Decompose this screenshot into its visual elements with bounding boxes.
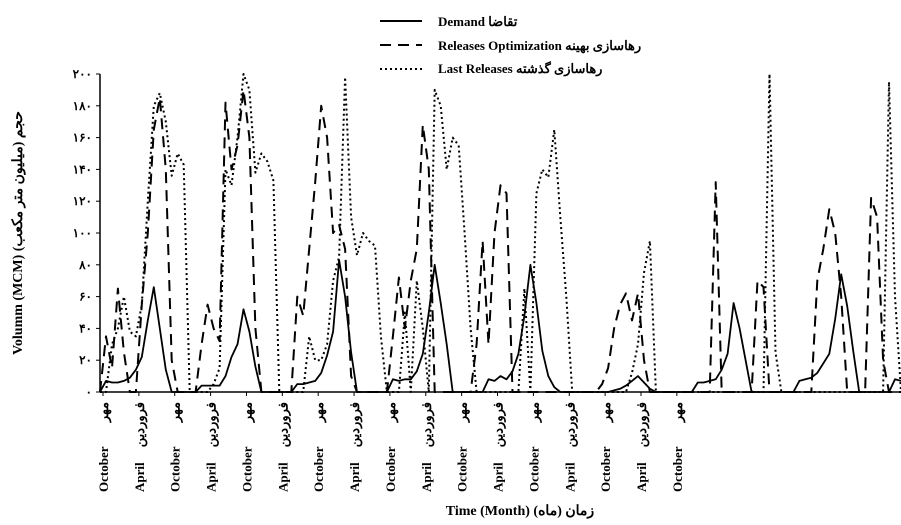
x-tick-label-en: April [562,462,577,492]
x-tick-label-fa: فروردین [275,402,291,447]
x-tick-label-fa: مهر [455,402,471,423]
series-line-demand [99,259,901,393]
x-tick-label-fa: مهر [96,402,112,423]
x-tick-label-en: October [239,446,254,492]
x-tick-label-en: October [526,446,541,492]
x-tick-label-en: October [670,446,685,492]
legend-demand-label: Demand تقاضا [438,14,518,29]
x-tick-label-en: April [347,462,362,492]
x-tick-label-en: October [383,446,398,492]
y-tick-label: ۰ [86,385,92,399]
series-lines [99,73,901,393]
x-tick-label-fa: فروردین [634,402,650,447]
series-line-releases-optimization [99,88,901,393]
x-tick-label-en: October [598,446,613,492]
x-tick-label-fa: مهر [311,402,327,423]
x-tick-label-fa: فروردین [347,402,363,447]
legend-last-releases-label: Last Releases رهاسازی گذشته [438,60,602,77]
x-tick-label-en: April [634,462,649,492]
y-tick-label: ۱۸۰ [73,99,92,113]
y-tick-label: ۱۰۰ [73,226,92,240]
y-tick-label: ۱۶۰ [73,131,92,145]
x-tick-label-fa: فروردین [491,402,507,447]
y-ticks: ۰ ۲۰ ۴۰ ۶۰ ۸۰ ۱۰۰ ۱۲۰ ۱۴۰ ۱۶۰ ۱۸۰ ۲۰۰ [73,67,100,399]
x-tick-label-fa: فروردین [132,402,148,447]
x-tick-label-fa: مهر [239,402,255,423]
y-axis-title: Volumm (MCM) (میلیون متر مکعب) حجم [10,111,26,355]
y-tick-label: ۴۰ [79,321,92,335]
y-tick-label: ۱۴۰ [73,162,92,176]
y-tick-label: ۸۰ [78,258,92,272]
y-tick-label: ۱۲۰ [73,194,92,208]
x-tick-label-en: October [96,446,111,492]
legend-optimization-label: Releases Optimization رهاسازی بهینه [438,38,641,54]
x-tick-label-en: April [491,462,506,492]
x-tick-label-en: October [455,446,470,492]
y-tick-label: ۶۰ [79,290,92,304]
x-axis-title: Time (Month) (ماه) زمان [446,504,595,519]
x-tick-label-fa: مهر [526,402,542,423]
x-tick-label-fa: مهر [598,402,614,423]
x-tick-label-fa: مهر [168,402,184,423]
x-tick-label-fa: مهر [383,402,399,423]
x-tick-label-en: October [168,446,183,492]
x-tick-label-fa: فروردین [204,402,220,447]
x-tick-label-fa: فروردین [419,402,435,447]
x-tick-label-en: October [311,446,326,492]
x-tick-label-en: April [132,462,147,492]
y-tick-label: ۲۰۰ [73,67,92,81]
x-tick-label-fa: فروردین [562,402,578,447]
x-tick-label-en: April [204,462,219,492]
x-tick-label-fa: مهر [670,402,686,423]
x-ticks: October مهر April فروردین October مهر April فرو… [96,392,686,492]
legend: Demand تقاضا Releases Optimization رهاسا… [380,14,641,77]
x-tick-label-en: April [275,462,290,492]
y-tick-label: ۲۰ [79,353,92,367]
axes [99,74,901,393]
series-line-last-releases [100,73,901,393]
x-tick-label-en: April [419,462,434,492]
